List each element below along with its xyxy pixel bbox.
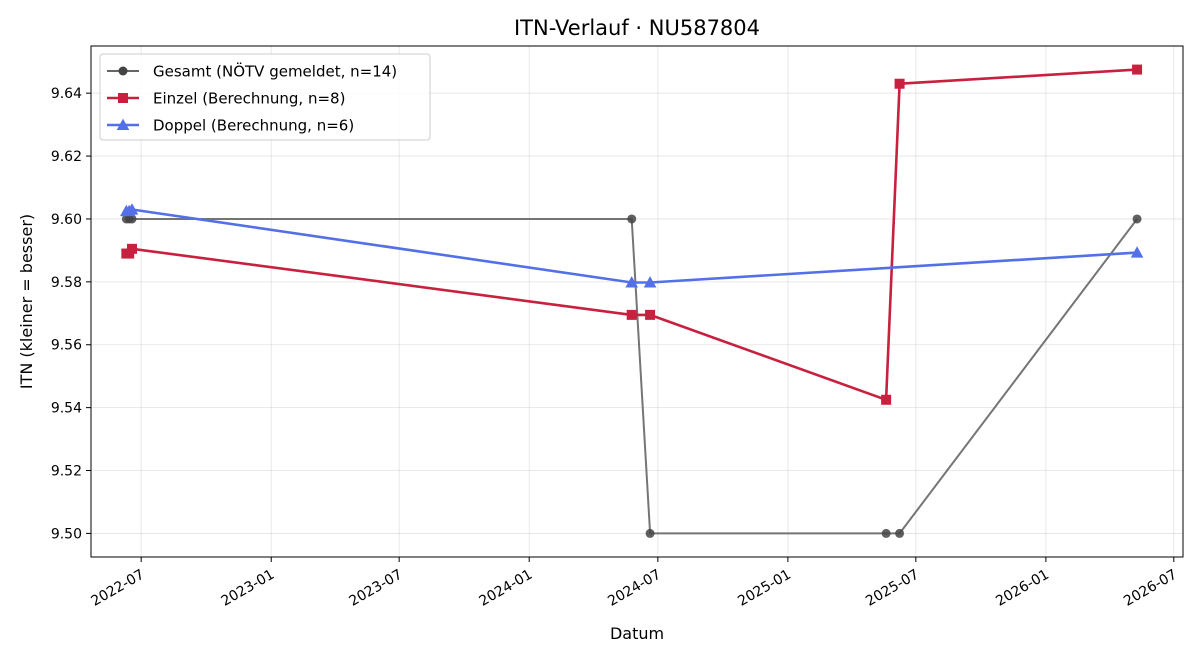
- series-markers: [120, 64, 1144, 538]
- y-tick-label: 9.60: [51, 212, 82, 228]
- legend-label: Einzel (Berechnung, n=8): [153, 90, 345, 108]
- data-point-triangle: [125, 203, 139, 215]
- y-tick-label: 9.56: [51, 338, 82, 354]
- legend-label: Doppel (Berechnung, n=6): [153, 117, 354, 135]
- data-point-square: [645, 309, 656, 320]
- data-point-square: [894, 78, 905, 89]
- plot-frame: [90, 45, 1184, 558]
- y-axis-label: ITN (kleiner = besser): [17, 214, 36, 389]
- data-point-triangle: [625, 276, 639, 288]
- chart-title: ITN-Verlauf · NU587804: [514, 16, 760, 40]
- data-point-square: [1132, 64, 1143, 75]
- y-tick-label: 9.52: [51, 464, 82, 480]
- legend: Gesamt (NÖTV gemeldet, n=14) Einzel (Bere…: [99, 53, 431, 141]
- legend-marker-triangle: [116, 118, 130, 131]
- data-point-triangle: [1130, 246, 1144, 258]
- x-axis-label: Datum: [610, 624, 664, 643]
- data-point-circle: [627, 214, 637, 224]
- legend-marker-square: [118, 93, 128, 103]
- y-tick-label: 9.54: [51, 401, 82, 417]
- data-point-square: [881, 394, 892, 405]
- y-axis: 9.50 9.52 9.54 9.56 9.58 9.60 9.62 9.64: [51, 86, 91, 542]
- y-tick-label: 9.62: [51, 149, 82, 165]
- data-point-circle: [1132, 214, 1142, 224]
- data-point-circle: [127, 214, 137, 224]
- data-point-circle: [645, 528, 655, 538]
- data-point-circle: [881, 528, 891, 538]
- legend-box: [99, 53, 431, 141]
- data-point-circle: [895, 528, 905, 538]
- legend-label: Gesamt (NÖTV gemeldet, n=14): [153, 62, 397, 81]
- data-point-square: [626, 309, 637, 320]
- y-tick-label: 9.64: [51, 86, 82, 102]
- y-tick-label: 9.58: [51, 275, 82, 291]
- y-tick-label: 9.50: [51, 526, 82, 542]
- data-point-triangle: [643, 276, 657, 288]
- data-point-square: [126, 243, 137, 254]
- legend-marker-circle: [118, 66, 128, 76]
